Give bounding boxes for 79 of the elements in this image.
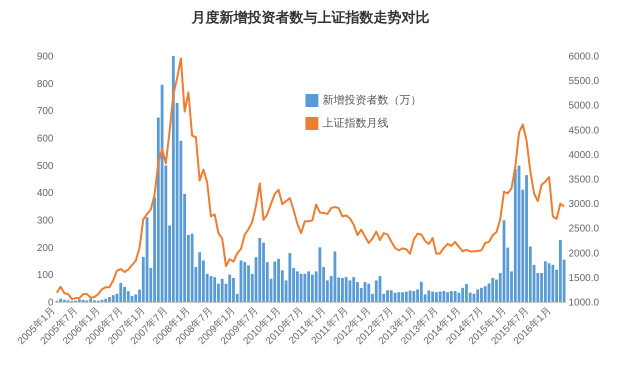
y-tick-label: 600 [36,134,54,144]
y-tick-label: 700 [36,106,54,118]
bar [434,292,438,302]
bar [438,292,442,302]
bar [367,284,370,302]
bar [303,274,306,302]
bar [190,234,194,302]
bar [420,282,423,302]
bar [525,175,528,302]
y2-tick-label: 6000.0 [568,52,600,62]
bar [146,217,148,302]
bar [210,276,212,302]
bar [89,298,92,302]
y-tick-label: 200 [36,242,54,254]
bar [108,297,111,302]
bar [112,295,115,302]
bar [397,292,400,302]
bar [341,278,344,302]
bar [198,252,202,302]
bar [548,263,550,302]
bar [558,240,562,302]
bar [446,292,450,302]
legend-label: 新增投资者数（万） [322,94,422,106]
bar [160,84,164,302]
bar [386,290,389,302]
bar [307,271,310,302]
bar [390,290,393,302]
bar [59,298,62,302]
bar [472,294,476,302]
bar [78,299,81,302]
chart-title: 月度新增投资者数与上证指数走势对比 [190,9,430,25]
bar [378,276,382,302]
bar [364,282,366,302]
bar [277,258,280,302]
y2-tick-label: 1500.0 [568,272,600,284]
y2-tick-label: 3500.0 [568,174,600,186]
y2-tick-label: 2500.0 [568,224,600,235]
bar [394,292,396,302]
bar [318,247,322,302]
bar [123,286,126,302]
bar [502,220,506,302]
bar [172,56,175,302]
bar [404,292,408,302]
bar [454,291,457,302]
bar [465,284,468,302]
bar [401,292,404,302]
y2-tick-label: 4000.0 [568,150,600,161]
bar [310,274,314,302]
bar [450,291,453,302]
bar [348,280,352,302]
y-tick-label: 300 [36,216,54,226]
y-tick-label: 100 [36,270,54,282]
bar [240,260,242,302]
bar [551,264,554,302]
legend-label: 上证指数月线 [322,116,388,130]
y2-tick-label: 5500.0 [568,76,600,88]
y2-tick-label: 5000.0 [568,100,600,112]
y2-tick-label: 4500.0 [568,125,600,136]
y-tick-label: 800 [36,78,54,90]
bar [232,278,235,302]
y2-tick-label: 2000.0 [568,248,600,260]
y-tick-label: 0 [48,298,54,308]
bar [296,271,299,302]
y-tick-label: 400 [36,188,54,200]
y2-tick-label: 1000.0 [568,298,600,308]
bar [427,290,430,302]
bar [300,274,303,302]
bar [480,288,483,302]
bar [104,298,108,302]
bar [442,291,446,302]
y-tick-label: 900 [36,52,54,62]
y2-tick-label: 3000.0 [568,199,600,210]
bar [247,265,250,302]
bar [431,292,434,302]
bar [334,251,336,302]
bar [408,290,412,302]
bar [518,166,520,302]
y-tick-label: 500 [36,160,54,172]
line-series [56,57,566,300]
